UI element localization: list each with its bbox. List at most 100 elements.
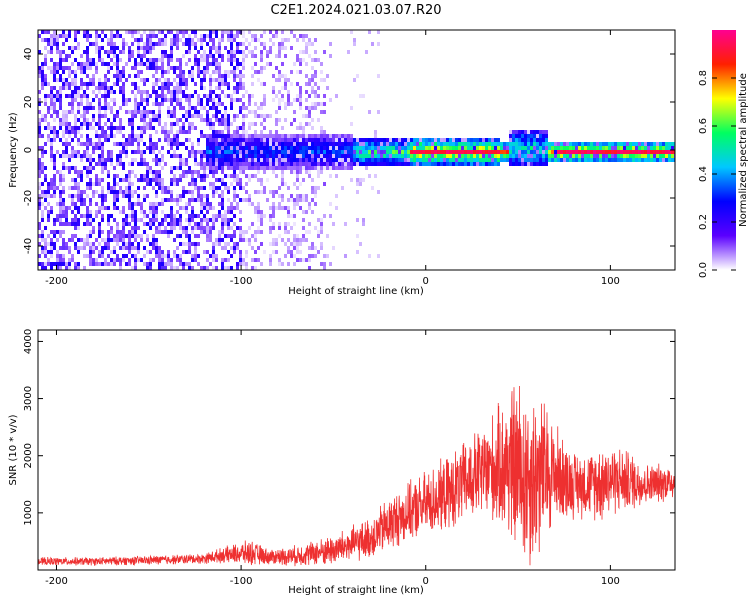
spectrogram-cell — [83, 122, 86, 126]
spectrogram-cell — [122, 166, 125, 170]
spectrogram-cell — [365, 150, 368, 154]
spectrogram-cell — [113, 246, 116, 250]
spectrogram-cell — [332, 154, 335, 158]
spectrogram-cell — [158, 42, 161, 46]
spectrogram-cell — [173, 266, 176, 270]
spectrogram-cell — [509, 138, 512, 142]
spectrogram-cell — [71, 82, 74, 86]
spectrogram-cell — [263, 162, 266, 166]
spectrogram-cell — [281, 178, 284, 182]
spectrogram-cell — [278, 98, 281, 102]
spectrogram-cell — [101, 46, 104, 50]
spectrogram-cell — [158, 150, 161, 154]
spectrogram-cell — [140, 134, 143, 138]
spectrogram-cell — [284, 154, 287, 158]
y-tick-label: 4000 — [23, 329, 34, 354]
spectrogram-cell — [248, 178, 251, 182]
spectrogram-cell — [284, 230, 287, 234]
spectrogram-cell — [557, 146, 560, 150]
spectrogram-cell — [521, 150, 524, 154]
spectrogram-cell — [95, 70, 98, 74]
spectrogram-cell — [239, 126, 242, 130]
spectrogram-cell — [428, 150, 431, 154]
spectrogram-cell — [305, 154, 308, 158]
spectrogram-cell — [182, 162, 185, 166]
spectrogram-cell — [209, 142, 212, 146]
spectrogram-cell — [260, 122, 263, 126]
spectrogram-cell — [212, 130, 215, 134]
spectrogram-cell — [287, 238, 290, 242]
spectrogram-cell — [446, 158, 449, 162]
spectrogram-cell — [188, 110, 191, 114]
spectrogram-cell — [152, 86, 155, 90]
y-tick-label: 1000 — [23, 500, 34, 525]
spectrogram-cell — [317, 162, 320, 166]
spectrogram-cell — [176, 234, 179, 238]
spectrogram-cell — [209, 182, 212, 186]
spectrogram-cell — [224, 46, 227, 50]
spectrogram-cell — [107, 38, 110, 42]
spectrogram-cell — [395, 138, 398, 142]
spectrogram-cell — [98, 106, 101, 110]
spectrogram-cell — [215, 214, 218, 218]
spectrogram-cell — [164, 82, 167, 86]
spectrogram-cell — [173, 122, 176, 126]
spectrogram-cell — [353, 154, 356, 158]
spectrogram-cell — [59, 62, 62, 66]
spectrogram-cell — [233, 142, 236, 146]
spectrogram-cell — [326, 166, 329, 170]
spectrogram-cell — [206, 118, 209, 122]
spectrogram-cell — [227, 126, 230, 130]
spectrogram-cell — [53, 74, 56, 78]
spectrogram-cell — [278, 206, 281, 210]
spectrogram-cell — [527, 134, 530, 138]
spectrogram-cell — [191, 170, 194, 174]
spectrogram-cell — [533, 130, 536, 134]
spectrogram-cell — [230, 238, 233, 242]
spectrogram-cell — [122, 206, 125, 210]
spectrogram-cell — [572, 158, 575, 162]
spectrogram-cell — [218, 142, 221, 146]
spectrogram-cell — [101, 178, 104, 182]
spectrogram-cell — [89, 202, 92, 206]
spectrogram-cell — [92, 150, 95, 154]
spectrogram-cell — [350, 146, 353, 150]
spectrogram-cell — [155, 250, 158, 254]
spectrogram-cell — [98, 206, 101, 210]
spectrogram-cell — [242, 146, 245, 150]
spectrogram-cell — [494, 158, 497, 162]
spectrogram-cell — [500, 142, 503, 146]
spectrogram-cell — [278, 234, 281, 238]
spectrogram-cell — [434, 138, 437, 142]
spectrogram-cell — [128, 202, 131, 206]
spectrogram-cell — [299, 94, 302, 98]
spectrogram-cell — [89, 262, 92, 266]
spectrogram-cell — [281, 198, 284, 202]
spectrogram-cell — [182, 90, 185, 94]
spectrogram-cell — [44, 46, 47, 50]
spectrogram-cell — [200, 38, 203, 42]
spectrogram-cell — [170, 42, 173, 46]
spectrogram-cell — [101, 142, 104, 146]
spectrogram-cell — [242, 166, 245, 170]
spectrogram-cell — [296, 38, 299, 42]
spectrogram-cell — [203, 218, 206, 222]
spectrogram-cell — [137, 42, 140, 46]
spectrogram-cell — [188, 266, 191, 270]
spectrogram-cell — [209, 126, 212, 130]
spectrogram-cell — [131, 142, 134, 146]
spectrogram-cell — [314, 150, 317, 154]
spectrogram-cell — [47, 106, 50, 110]
spectrogram-cell — [206, 250, 209, 254]
spectrogram-cell — [377, 110, 380, 114]
spectrogram-cell — [530, 146, 533, 150]
spectrogram-cell — [629, 150, 632, 154]
spectrogram-cell — [119, 158, 122, 162]
spectrogram-cell — [218, 234, 221, 238]
spectrogram-cell — [41, 210, 44, 214]
spectrogram-cell — [131, 134, 134, 138]
spectrogram-cell — [176, 38, 179, 42]
spectrogram-cell — [329, 54, 332, 58]
spectrogram-cell — [614, 146, 617, 150]
spectrogram-cell — [128, 142, 131, 146]
